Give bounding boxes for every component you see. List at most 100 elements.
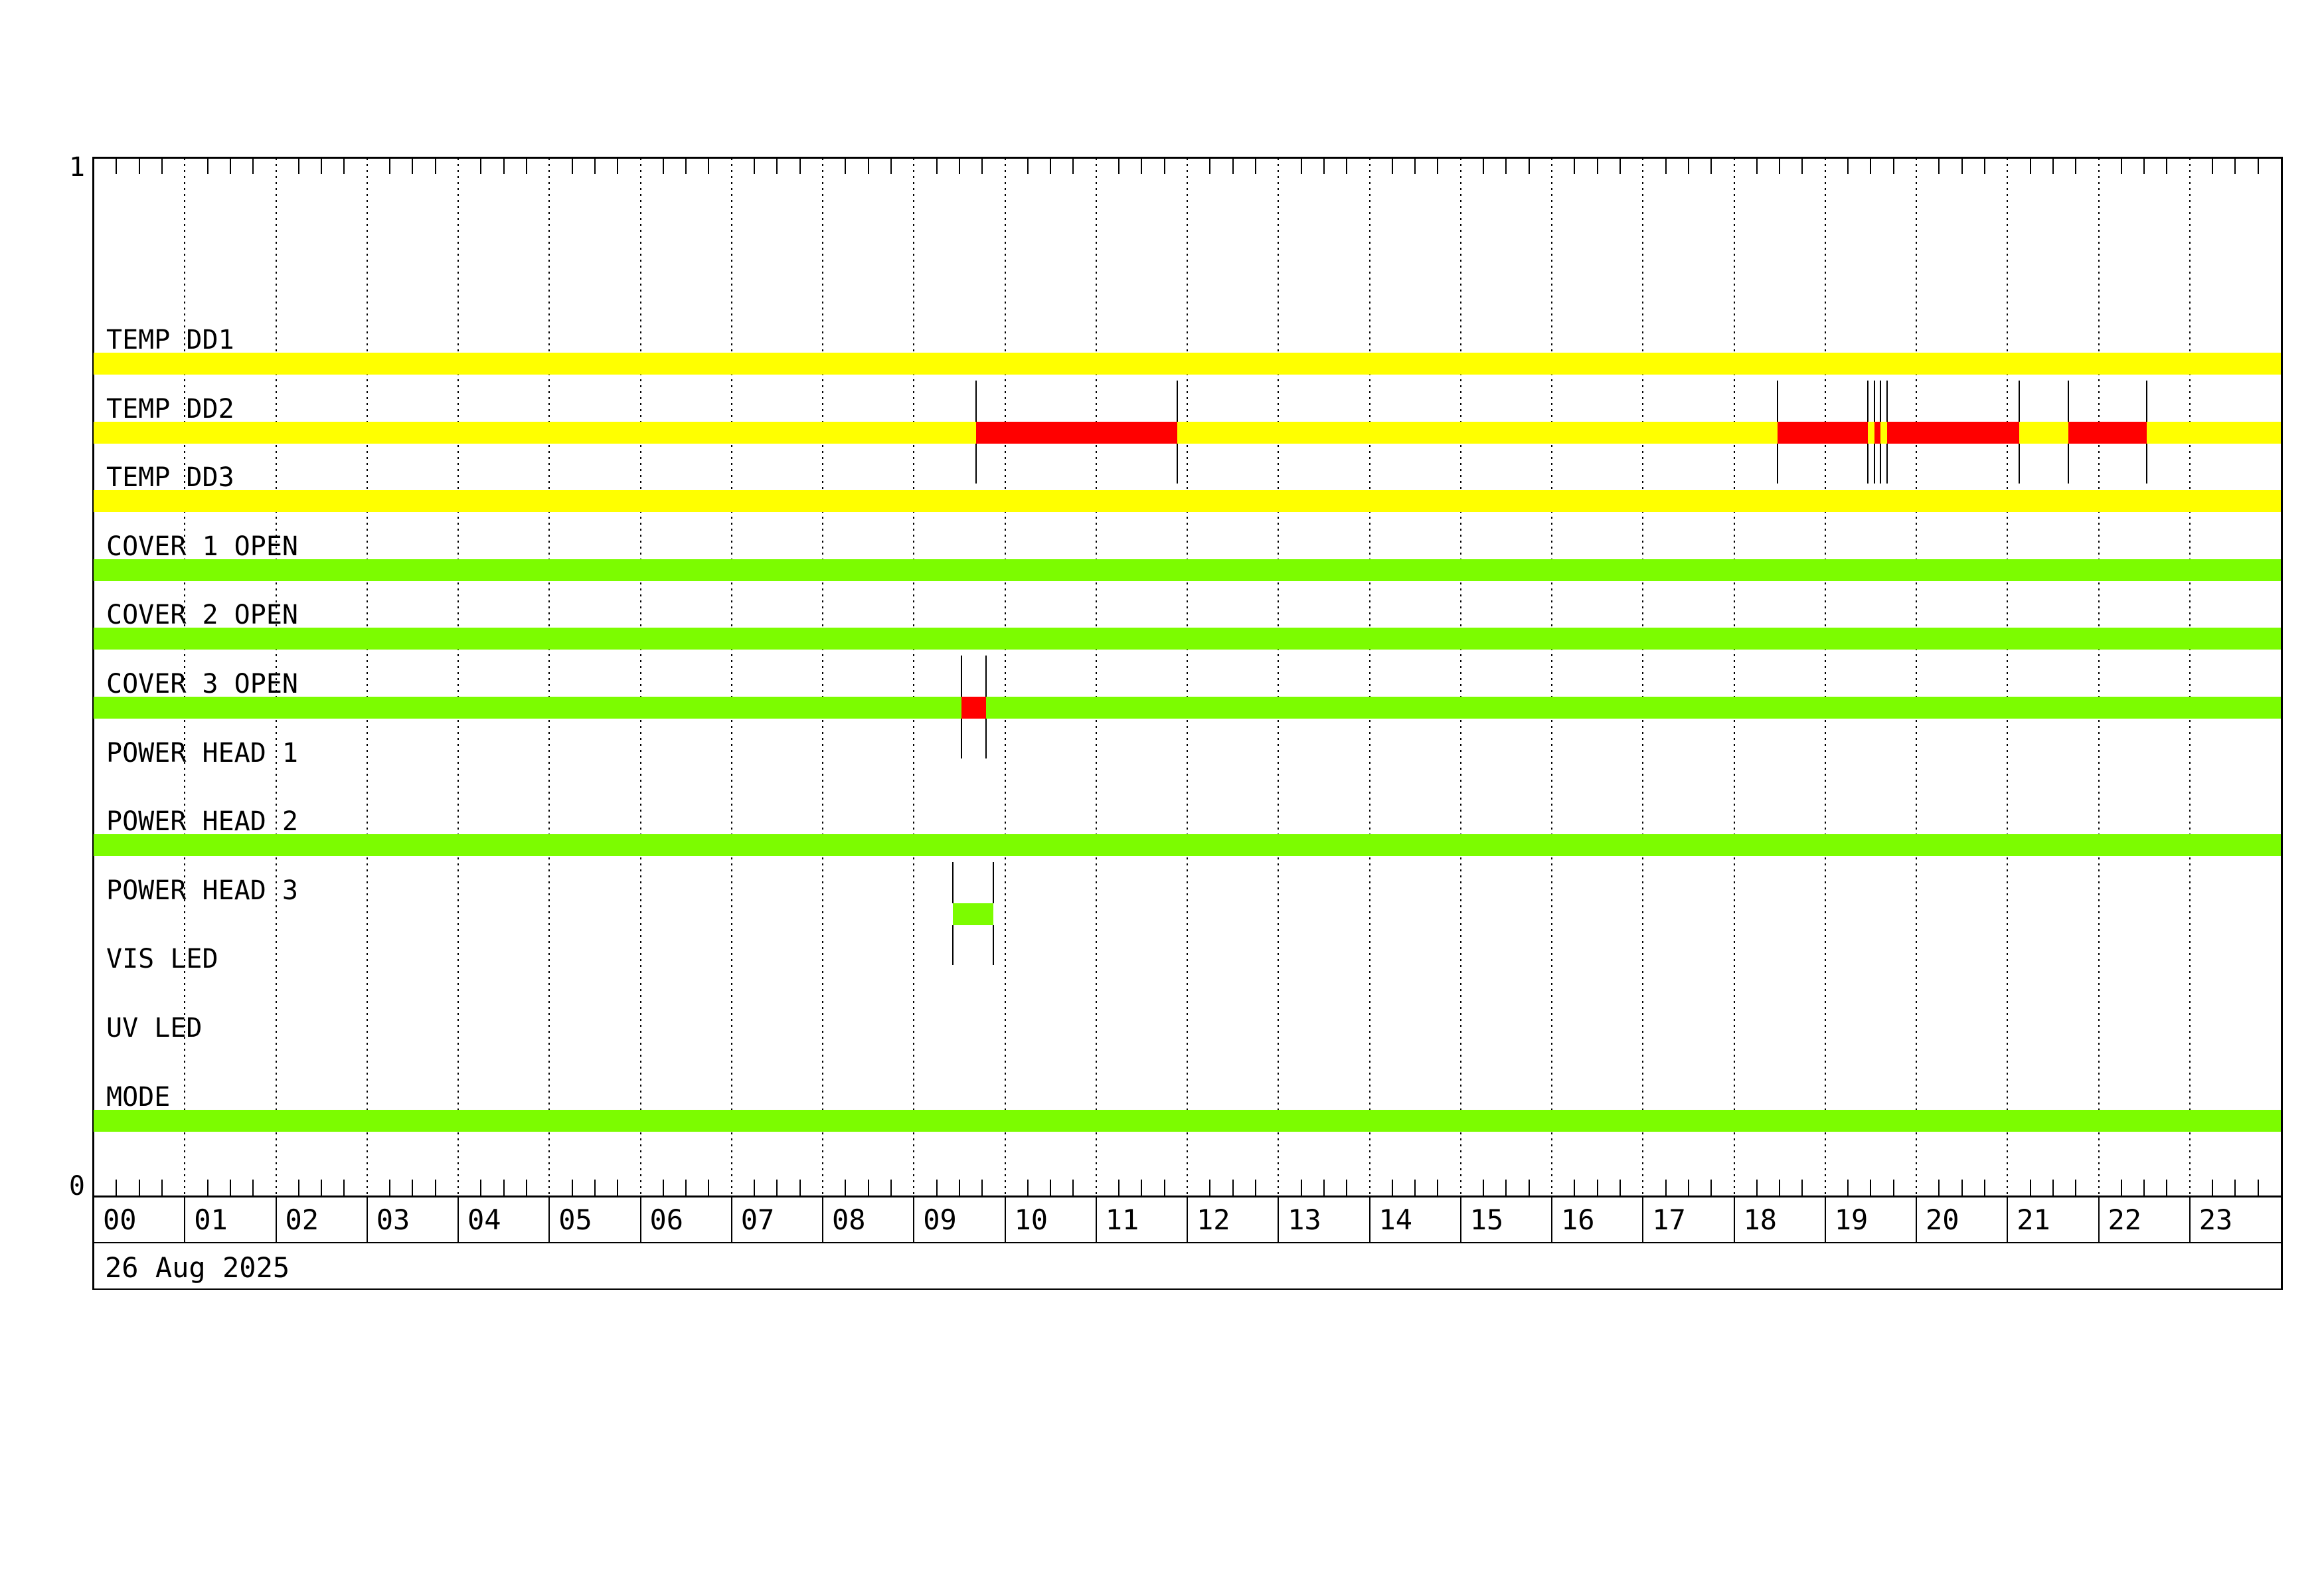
event-marker-line-upper: [2146, 380, 2148, 422]
quarter-tick-top: [1665, 158, 1667, 174]
quarter-tick-top: [2212, 158, 2214, 174]
quarter-tick-top: [1254, 158, 1256, 174]
quarter-tick-bottom: [389, 1180, 391, 1196]
quarter-tick-bottom: [594, 1180, 596, 1196]
quarter-tick-top: [1687, 158, 1689, 174]
quarter-tick-bottom: [252, 1180, 254, 1196]
quarter-tick-top: [138, 158, 140, 174]
event-marker-line-upper: [2019, 380, 2021, 422]
quarter-tick-top: [389, 158, 391, 174]
row-label: UV LED: [106, 1013, 203, 1043]
hour-cell-label: 01: [194, 1203, 228, 1236]
quarter-tick-bottom: [1323, 1180, 1325, 1196]
quarter-tick-top: [571, 158, 573, 174]
plot-border-right: [2281, 157, 2283, 1197]
quarter-tick-top: [1300, 158, 1302, 174]
quarter-tick-top: [434, 158, 436, 174]
row-overlay-segment: [2068, 421, 2147, 444]
hour-gridline: [1369, 158, 1370, 1196]
event-marker-line-upper: [1873, 380, 1875, 422]
hour-cell-divider: [2007, 1197, 2009, 1242]
row-label: POWER HEAD 3: [106, 875, 298, 906]
row-overlay-segment: [1874, 421, 1881, 444]
quarter-tick-bottom: [1209, 1180, 1211, 1196]
quarter-tick-bottom: [1254, 1180, 1256, 1196]
quarter-tick-bottom: [116, 1180, 118, 1196]
quarter-tick-bottom: [343, 1180, 345, 1196]
quarter-tick-top: [1801, 158, 1803, 174]
hour-cell-divider: [184, 1197, 186, 1242]
axis-band-border-left: [92, 1197, 94, 1290]
row-base-bar: [94, 353, 2281, 375]
hour-cell-label: 23: [2199, 1203, 2233, 1236]
quarter-tick-bottom: [1528, 1180, 1530, 1196]
row-label: MODE: [106, 1081, 171, 1112]
event-marker-line-upper: [960, 656, 962, 697]
hour-gridline: [1916, 158, 1917, 1196]
quarter-tick-top: [617, 158, 619, 174]
quarter-tick-top: [662, 158, 664, 174]
hour-cell-label: 12: [1197, 1203, 1230, 1236]
event-marker-line-upper: [1777, 380, 1779, 422]
quarter-tick-bottom: [1938, 1180, 1940, 1196]
row-label: COVER 2 OPEN: [106, 600, 298, 631]
quarter-tick-top: [1710, 158, 1712, 174]
quarter-tick-bottom: [754, 1180, 756, 1196]
row-label: TEMP DD3: [106, 462, 234, 493]
axis-band-border-right: [2281, 1197, 2283, 1290]
hour-cell-divider: [1551, 1197, 1552, 1242]
hour-cell-divider: [1278, 1197, 1280, 1242]
quarter-tick-bottom: [1163, 1180, 1165, 1196]
quarter-tick-top: [116, 158, 118, 174]
quarter-tick-top: [1574, 158, 1576, 174]
quarter-tick-bottom: [1870, 1180, 1872, 1196]
quarter-tick-top: [1983, 158, 1985, 174]
hour-gridline: [1459, 158, 1461, 1196]
hour-cell-label: 18: [1743, 1203, 1778, 1236]
quarter-tick-top: [480, 158, 482, 174]
row-base-bar: [94, 490, 2281, 513]
hour-cell-divider: [1459, 1197, 1461, 1242]
hour-gridline: [2098, 158, 2100, 1196]
hour-cell-divider: [1369, 1197, 1370, 1242]
row-label: POWER HEAD 1: [106, 737, 298, 768]
row-label: COVER 1 OPEN: [106, 531, 298, 562]
quarter-tick-top: [343, 158, 345, 174]
quarter-tick-bottom: [1141, 1180, 1143, 1196]
hour-cell-label: 22: [2108, 1203, 2142, 1236]
event-marker-line-lower: [992, 925, 994, 965]
quarter-tick-bottom: [138, 1180, 140, 1196]
quarter-tick-top: [1437, 158, 1439, 174]
quarter-tick-top: [1323, 158, 1325, 174]
quarter-tick-bottom: [1892, 1180, 1894, 1196]
hour-cell-label: 21: [2017, 1203, 2050, 1236]
quarter-tick-top: [2143, 158, 2145, 174]
hour-cell-label: 03: [376, 1203, 410, 1236]
quarter-tick-top: [2120, 158, 2122, 174]
quarter-tick-top: [1870, 158, 1872, 174]
hour-gridline: [1187, 158, 1188, 1196]
quarter-tick-top: [1027, 158, 1029, 174]
quarter-tick-top: [1961, 158, 1963, 174]
event-marker-line-upper: [1880, 380, 1882, 422]
quarter-tick-top: [936, 158, 938, 174]
event-marker-line-upper: [1867, 380, 1869, 422]
hour-cell-divider: [1187, 1197, 1188, 1242]
hour-gridline: [730, 158, 732, 1196]
hour-cell-label: 04: [467, 1203, 501, 1236]
hour-gridline: [1642, 158, 1644, 1196]
event-marker-line-lower: [2146, 443, 2148, 484]
event-marker-line-upper: [1886, 380, 1888, 422]
event-marker-line-lower: [1886, 443, 1888, 484]
hour-cell-label: 10: [1014, 1203, 1048, 1236]
date-label: 26 Aug 2025: [105, 1251, 290, 1284]
quarter-tick-top: [754, 158, 756, 174]
row-label: TEMP DD2: [106, 393, 234, 424]
quarter-tick-bottom: [412, 1180, 414, 1196]
quarter-tick-top: [685, 158, 687, 174]
hour-cell-label: 09: [923, 1203, 957, 1236]
event-marker-line-lower: [1176, 443, 1178, 484]
quarter-tick-top: [229, 158, 231, 174]
quarter-tick-bottom: [1391, 1180, 1393, 1196]
quarter-tick-top: [1847, 158, 1849, 174]
